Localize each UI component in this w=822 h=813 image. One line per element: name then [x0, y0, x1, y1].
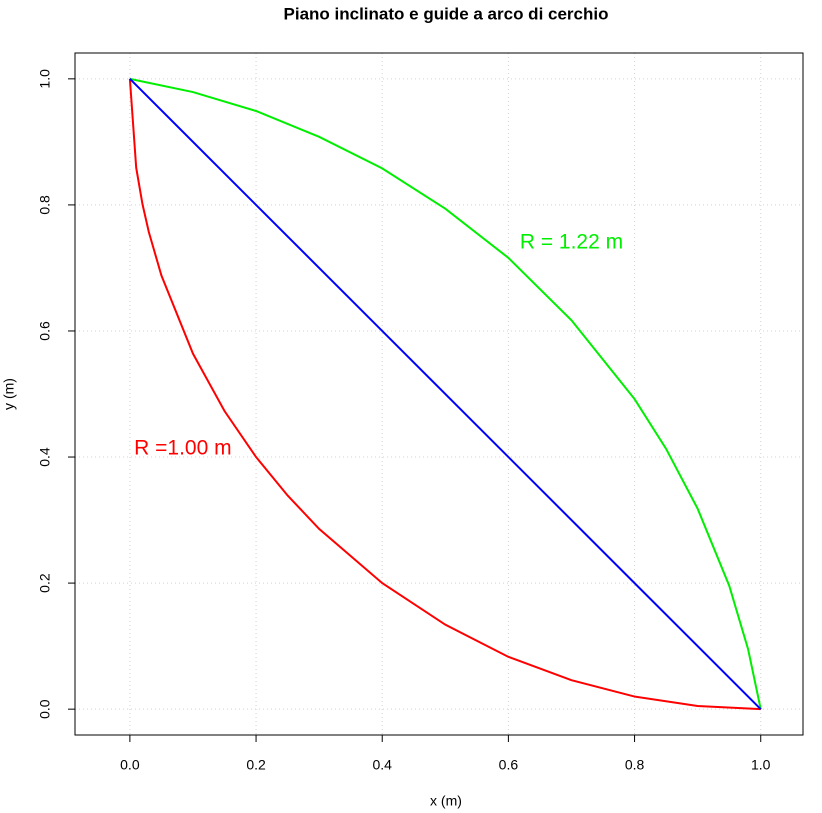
y-axis-label: y (m) [1, 378, 17, 410]
chart-title: Piano inclinato e guide a arco di cerchi… [284, 4, 609, 23]
annotation: R = 1.22 m [520, 230, 623, 253]
plot-frame [74, 52, 804, 736]
x-tick-label: 0.2 [246, 757, 266, 773]
curve [129, 77, 762, 710]
x-tick-label: 0.4 [372, 757, 392, 773]
curve [128, 78, 761, 711]
x-tick-label: 0.8 [625, 757, 645, 773]
x-tick-label: 1.0 [751, 757, 771, 773]
y-tick-label: 0.2 [37, 573, 53, 593]
curve [129, 78, 762, 710]
y-tick-label: 0.4 [37, 447, 53, 467]
y-tick-label: 0.0 [37, 699, 53, 719]
x-tick-label: 0.0 [120, 757, 140, 773]
y-tick-label: 0.8 [37, 195, 53, 215]
y-tick-label: 0.6 [37, 321, 53, 341]
y-tick-label: 1.0 [37, 69, 53, 89]
x-tick-label: 0.6 [499, 757, 519, 773]
x-axis-label: x (m) [430, 793, 462, 809]
annotation: R =1.00 m [134, 436, 231, 459]
